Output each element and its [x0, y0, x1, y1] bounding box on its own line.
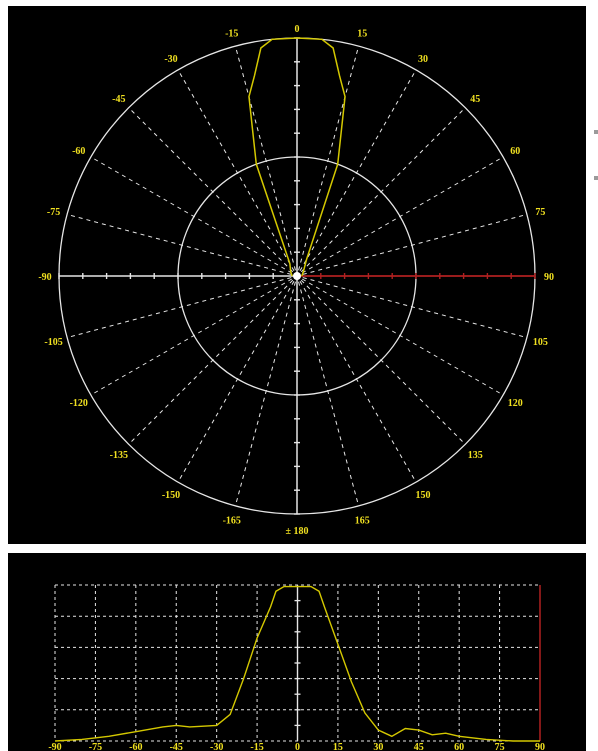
cartesian-series-line	[54, 585, 540, 742]
polar-angle-label: 60	[510, 146, 520, 157]
polar-spoke	[302, 213, 528, 275]
polar-spoke	[177, 280, 295, 483]
edge-mark	[594, 176, 598, 180]
polar-angle-label: 15	[357, 29, 367, 40]
x-tick-label: -75	[89, 742, 102, 751]
polar-angle-label: 105	[533, 337, 548, 348]
polar-spoke	[234, 45, 296, 271]
polar-angle-label: -15	[225, 29, 238, 40]
polar-series-line	[248, 37, 346, 277]
polar-spoke	[301, 156, 504, 274]
polar-angle-label: -90	[38, 272, 51, 283]
polar-spoke	[299, 69, 417, 272]
polar-angle-label: 45	[470, 94, 480, 105]
polar-angle-label: 165	[355, 515, 370, 526]
polar-spoke	[66, 277, 292, 339]
polar-spoke	[177, 69, 295, 272]
x-tick-label: 0	[295, 742, 300, 751]
polar-spoke	[298, 281, 360, 507]
polar-angle-label: 150	[416, 490, 431, 501]
polar-chart: 0 15 30 45 60 75 90 105 120 135 150 165 ± 180 -165 -15…	[38, 24, 554, 537]
polar-angle-label: -150	[162, 490, 180, 501]
cartesian-series	[54, 585, 540, 742]
edge-mark	[594, 130, 598, 134]
polar-angle-label: -120	[70, 398, 88, 409]
cartesian-chart-panel: -90 -75 -60 -45 -30 -15 0 15 30 45 60 75 90	[8, 553, 586, 751]
polar-series	[248, 37, 346, 280]
polar-angle-label: -135	[110, 450, 128, 461]
x-tick-label: 60	[454, 742, 464, 751]
x-tick-label: -90	[48, 742, 61, 751]
polar-angle-label: -165	[223, 515, 241, 526]
x-tick-label: -60	[129, 742, 142, 751]
polar-angle-label: -45	[112, 94, 125, 105]
polar-spoke	[90, 156, 293, 274]
polar-spoke	[90, 278, 293, 396]
x-tick-label: 45	[414, 742, 424, 751]
polar-spoke	[300, 279, 466, 445]
polar-angle-label: -75	[47, 207, 60, 218]
polar-angle-label: -60	[72, 146, 85, 157]
polar-spoke	[128, 107, 294, 273]
polar-angle-label: 90	[544, 272, 554, 283]
x-tick-label: -30	[210, 742, 223, 751]
polar-spoke	[128, 279, 294, 445]
polar-angle-label: -105	[44, 337, 62, 348]
polar-spoke	[301, 278, 504, 396]
polar-angle-label: 0	[295, 24, 300, 35]
x-tick-label: 75	[495, 742, 505, 751]
x-tick-label: -45	[170, 742, 183, 751]
cartesian-grid	[54, 584, 541, 742]
polar-angle-label: 135	[468, 450, 483, 461]
polar-spoke	[66, 213, 292, 275]
polar-angle-label: 75	[535, 207, 545, 218]
x-tick-label: 30	[373, 742, 383, 751]
polar-spoke	[298, 45, 360, 271]
polar-spoke	[302, 277, 528, 339]
x-axis-tick-labels: -90 -75 -60 -45 -30 -15 0 15 30 45 60 75 90	[48, 742, 545, 751]
x-tick-label: 90	[535, 742, 545, 751]
polar-angle-label: -30	[164, 54, 177, 65]
polar-chart-panel: 0 15 30 45 60 75 90 105 120 135 150 165 ± 180 -165 -15…	[8, 6, 586, 544]
x-tick-label: 15	[333, 742, 343, 751]
x-tick-label: -15	[250, 742, 263, 751]
cartesian-chart: -90 -75 -60 -45 -30 -15 0 15 30 45 60 75 90	[48, 584, 545, 751]
polar-spoke	[234, 281, 296, 507]
polar-spoke	[300, 107, 466, 273]
polar-angle-label: 120	[508, 398, 523, 409]
polar-center-dot	[293, 272, 301, 280]
polar-angle-label: 30	[418, 54, 428, 65]
polar-angle-label: ± 180	[286, 526, 309, 537]
polar-angle-labels: 0 15 30 45 60 75 90 105 120 135 150 165 ± 180 -165 -15…	[38, 24, 554, 537]
polar-spoke	[299, 280, 417, 483]
